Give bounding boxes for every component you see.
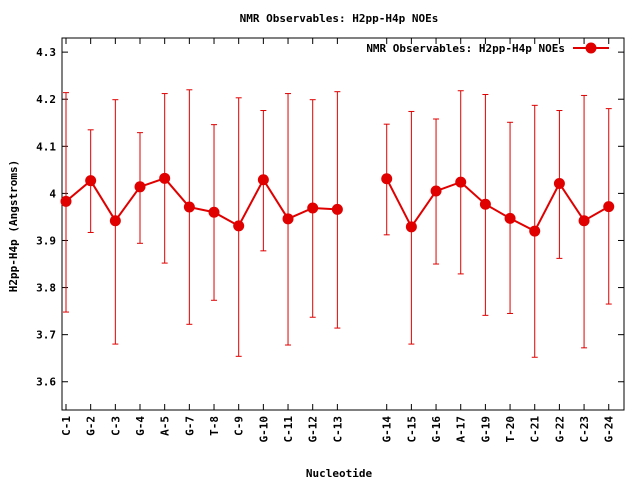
- x-tick-label: G-4: [134, 416, 147, 436]
- data-point: [504, 212, 516, 224]
- data-point: [183, 201, 195, 213]
- data-point: [430, 185, 442, 197]
- x-tick-label: G-2: [85, 416, 98, 436]
- data-point: [603, 201, 615, 213]
- x-tick-label: C-11: [282, 416, 295, 443]
- x-tick-label: T-20: [504, 416, 517, 443]
- data-point: [455, 176, 467, 188]
- data-point: [578, 215, 590, 227]
- data-point: [85, 175, 97, 187]
- x-tick-label: C-3: [109, 416, 122, 436]
- x-axis: C-1 G-2 C-3 G-4 A-5 G-7 T-8 C-9 G-10 C-11 G-12 C-13…: [60, 38, 616, 443]
- data-point: [479, 198, 491, 210]
- x-tick-label: C-15: [405, 416, 418, 443]
- x-tick-label: C-13: [331, 416, 344, 443]
- y-tick-label: 4.3: [36, 46, 56, 59]
- y-tick-label: 4: [49, 187, 56, 200]
- y-tick-label: 3.7: [36, 329, 56, 342]
- data-point: [405, 221, 417, 233]
- data-point: [529, 225, 541, 237]
- data-point: [307, 202, 319, 214]
- chart-title: NMR Observables: H2pp-H4p NOEs: [240, 12, 439, 25]
- series-line: [65, 177, 338, 228]
- data-point: [257, 174, 269, 186]
- legend-marker: [585, 42, 597, 54]
- x-tick-label: G-14: [381, 416, 394, 443]
- x-tick-label: C-9: [233, 416, 246, 436]
- x-tick-label: C-1: [60, 416, 73, 436]
- data-point: [233, 220, 245, 232]
- y-tick-label: 4.1: [36, 140, 56, 153]
- legend: NMR Observables: H2pp-H4p NOEs: [366, 42, 609, 55]
- x-tick-label: A-17: [455, 416, 468, 443]
- plot-frame: [61, 37, 625, 411]
- y-axis: 3.6 3.7 3.8 3.9 4 4.1 4.2 4.3: [36, 46, 624, 389]
- x-tick-label: C-21: [529, 416, 542, 443]
- x-tick-label: G-12: [307, 416, 320, 443]
- data-point: [331, 203, 343, 215]
- x-tick-label: G-10: [257, 416, 270, 443]
- data-point: [60, 195, 72, 207]
- data-point: [381, 173, 393, 185]
- x-tick-label: A-5: [159, 416, 172, 436]
- x-axis-label: Nucleotide: [306, 467, 373, 480]
- x-tick-label: G-22: [553, 416, 566, 443]
- series-line: [385, 178, 610, 233]
- data-point: [208, 206, 220, 218]
- y-tick-label: 3.6: [36, 376, 56, 389]
- x-tick-label: C-23: [578, 416, 591, 443]
- y-tick-label: 3.9: [36, 234, 56, 247]
- y-tick-label: 4.2: [36, 93, 56, 106]
- data-point: [159, 172, 171, 184]
- x-tick-label: G-19: [479, 416, 492, 443]
- data-point: [109, 215, 121, 227]
- x-tick-label: G-24: [603, 416, 616, 443]
- data-point: [553, 178, 565, 190]
- y-axis-label: H2pp-H4p (Angstroms): [7, 160, 20, 292]
- legend-label: NMR Observables: H2pp-H4p NOEs: [366, 42, 565, 55]
- x-tick-label: G-16: [430, 416, 443, 443]
- x-tick-label: T-8: [208, 416, 221, 436]
- data-point: [282, 213, 294, 225]
- data-point: [134, 181, 146, 193]
- x-tick-label: G-7: [183, 416, 196, 436]
- series-group: [60, 89, 615, 358]
- y-tick-label: 3.8: [36, 282, 56, 295]
